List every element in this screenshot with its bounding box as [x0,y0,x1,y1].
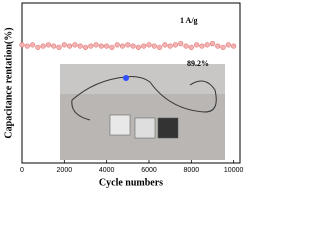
point [146,42,152,48]
point [135,44,142,50]
annotation: 1 A/g [180,16,198,25]
x-axis-label: Cycle numbers [99,177,163,188]
point [204,42,210,48]
chart: 1 A/g 89.2% Cycle numbers Capacitance re… [3,2,244,188]
point [24,43,30,49]
point [194,42,200,48]
point [114,42,120,48]
point [215,43,221,49]
point [109,44,115,50]
point [67,43,73,49]
point [29,42,36,48]
point [125,42,131,48]
inset-photo [60,64,225,160]
point [88,43,94,49]
point [45,42,52,48]
point [156,44,163,50]
point [209,41,216,47]
point [19,42,25,48]
plot-frame [21,2,241,164]
point [188,44,194,50]
point [225,42,231,48]
point [35,44,41,50]
point [61,42,67,48]
annotation: 89.2% [187,59,209,68]
point [77,43,83,49]
point [130,43,136,49]
point [231,43,237,49]
point [172,42,179,48]
point [51,43,57,49]
point [178,41,184,47]
point [119,43,126,49]
point [167,43,173,49]
point [40,43,46,49]
x-tick-label: 2000 [57,167,73,174]
point [82,44,89,50]
point [162,42,168,48]
point [183,43,189,49]
x-tick-label: 10000 [224,167,244,174]
point [56,44,62,50]
x-tick-label: 8000 [184,167,200,174]
point [151,43,157,49]
point [104,43,110,49]
point [98,43,104,49]
point [72,42,78,48]
point [141,43,147,49]
point [220,44,226,50]
point [93,42,99,48]
y-axis-label: Capacitance rentation(%) [3,27,14,138]
x-tick-label: 4000 [99,167,115,174]
x-tick-label: 6000 [141,167,157,174]
x-tick-label: 0 [20,167,24,174]
point [199,43,205,49]
